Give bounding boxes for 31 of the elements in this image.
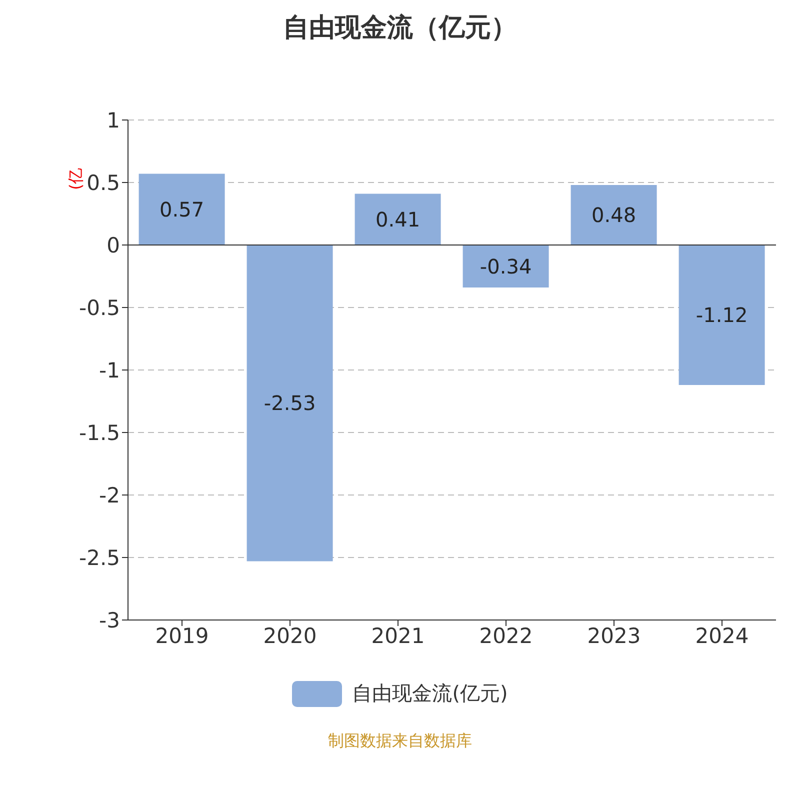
bar (570, 185, 657, 245)
x-tick-label: 2019 (155, 624, 209, 648)
y-tick-label: -1.5 (79, 420, 120, 445)
y-tick-label: 0 (106, 233, 120, 258)
y-tick-label: -0.5 (79, 296, 120, 320)
y-tick-label: -2.5 (79, 546, 120, 570)
data-label: 0.57 (160, 197, 204, 222)
y-tick-label: 0.5 (86, 170, 120, 195)
chart-title: 自由现金流（亿元） (282, 12, 518, 45)
legend-label: 自由现金流(亿元) (352, 680, 508, 707)
y-axis-title: (亿 (66, 168, 86, 190)
bar (138, 174, 225, 245)
bar (354, 194, 441, 245)
data-label: -0.34 (480, 254, 532, 278)
x-tick-label: 2021 (371, 624, 425, 648)
y-tick-label: -1 (99, 358, 120, 382)
x-tick-label: 2020 (263, 624, 317, 648)
x-tick-label: 2023 (587, 624, 641, 648)
bar (246, 245, 333, 562)
x-tick-label: 2022 (479, 624, 533, 648)
data-label: -2.53 (264, 391, 316, 416)
data-label: 0.48 (592, 203, 636, 228)
y-tick-label: -3 (99, 608, 120, 632)
x-tick-label: 2024 (695, 624, 749, 648)
data-label: -1.12 (696, 303, 748, 328)
bar (462, 245, 549, 288)
text: 制图数据来自数据库 (327, 731, 473, 752)
data-label: 0.41 (376, 207, 420, 232)
bar (678, 245, 765, 385)
y-tick-label: -2 (99, 483, 120, 508)
y-tick-label: 1 (106, 108, 120, 132)
